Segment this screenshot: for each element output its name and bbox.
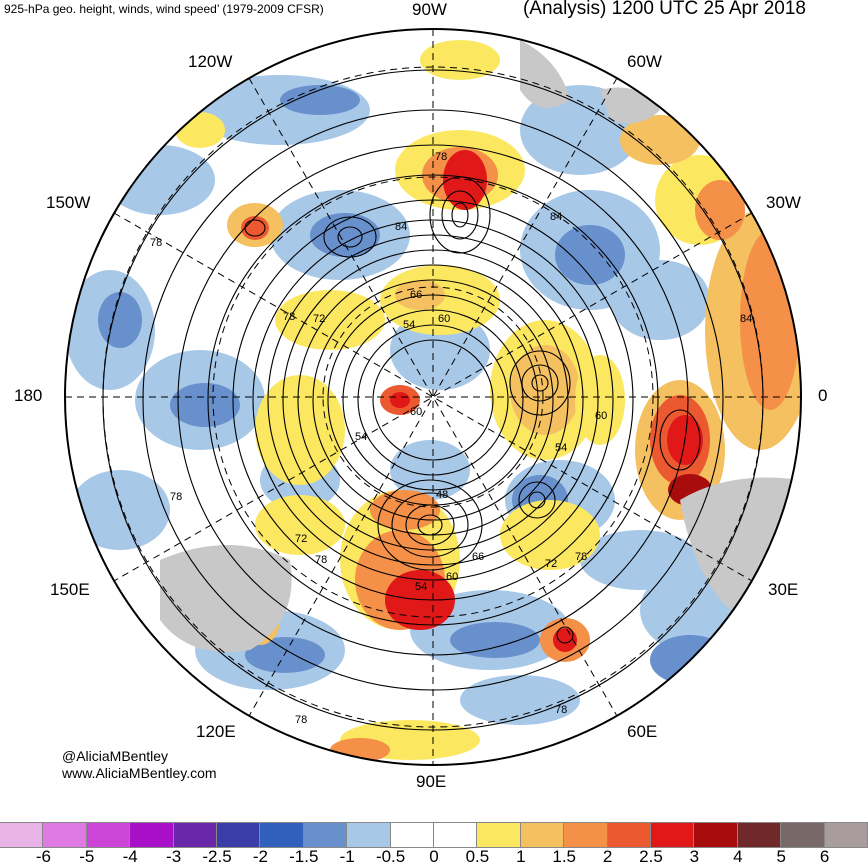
colorbar-tick-label: -1: [339, 847, 355, 866]
colorbar-tick-label: 6: [819, 847, 830, 866]
contour-label: 66: [410, 289, 422, 301]
colorbar-swatch: [824, 823, 868, 847]
colorbar-swatch: [781, 823, 825, 847]
colorbar-swatch: [173, 823, 217, 847]
graticule: [65, 29, 801, 765]
contour-label: 78: [315, 554, 327, 566]
height-contour-labels: 78 84 78 72 66 54 60 60 48 54 60 66 72 7…: [150, 151, 752, 726]
colorbar-tick-label: 0: [429, 847, 439, 866]
colorbar-tick-label: 1.5: [552, 847, 577, 866]
colorbar-swatch: [0, 823, 44, 847]
colorbar-swatch: [347, 823, 391, 847]
contour-label: 60: [595, 410, 607, 422]
contour-label: 48: [436, 489, 448, 501]
colorbar-tick-label: -0.5: [375, 847, 406, 866]
colorbar-swatch: [130, 823, 174, 847]
lon-label-120w: 120W: [188, 52, 233, 71]
colorbar: [0, 822, 868, 848]
lon-label-30e: 30E: [768, 580, 799, 599]
author-handle: @AliciaMBentley: [62, 748, 169, 764]
colorbar-tick-label: -1.5: [289, 847, 319, 866]
colorbar-tick-label: -2: [252, 847, 268, 866]
colorbar-tick-label: 1: [516, 847, 526, 866]
lon-label-120e: 120E: [196, 722, 236, 741]
colorbar-swatch: [607, 823, 651, 847]
author-website: www.AliciaMBentley.com: [62, 765, 217, 781]
lon-label-150w: 150W: [46, 193, 91, 212]
colorbar-tick-label: 5: [776, 847, 786, 866]
contour-label: 60: [410, 406, 422, 418]
map-boundary: [64, 28, 802, 766]
lon-label-90w: 90W: [412, 0, 447, 19]
colorbar-swatch: [390, 823, 434, 847]
lon-label-90e: 90E: [416, 772, 447, 791]
contour-label: 84: [550, 211, 562, 223]
colorbar-tick-label: 0.5: [465, 847, 490, 866]
contour-label: 60: [438, 313, 450, 325]
contour-label: 54: [555, 442, 567, 454]
colorbar-swatch: [477, 823, 521, 847]
colorbar-tick-label: 2.5: [639, 847, 663, 866]
analysis-time-title: (Analysis) 1200 UTC 25 Apr 2018: [522, 0, 806, 19]
contour-label: 72: [545, 558, 557, 570]
colorbar-tick-label: -6: [35, 847, 51, 866]
lon-label-180: 180: [14, 386, 43, 405]
contour-label: 54: [355, 431, 367, 443]
colorbar-swatch: [564, 823, 608, 847]
colorbar-swatch: [303, 823, 348, 847]
colorbar-swatch: [260, 823, 304, 847]
colorbar-tick-label: 2: [602, 847, 613, 866]
positive-anomaly-regions: [175, 40, 801, 762]
lon-label-60e: 60E: [627, 722, 658, 741]
colorbar-tick-label: 4: [733, 847, 743, 866]
colorbar-swatch: [217, 823, 261, 847]
colorbar-tick-label: -4: [122, 847, 138, 866]
colorbar-labels: -6 -5 -4 -3 -2.5 -2 -1.5 -1 -0.5 0 0.5 1 1.5 2 2.5 3 4 5 6: [0, 846, 868, 866]
contour-label: 78: [435, 151, 447, 163]
colorbar-tick-label: 3: [689, 847, 700, 866]
contour-label: 72: [313, 313, 325, 325]
colorbar-swatch: [737, 823, 782, 847]
colorbar-tick-label: -2.5: [202, 847, 232, 866]
colorbar-tick-label: -3: [166, 847, 182, 866]
colorbar-swatch: [520, 823, 565, 847]
colorbar-swatch: [694, 823, 738, 847]
contour-label: 78: [150, 237, 162, 249]
contour-label: 84: [740, 313, 752, 325]
map-title: 925-hPa geo. height, winds, wind speed’ …: [4, 2, 324, 16]
contour-label: 84: [395, 221, 407, 233]
contour-label: 72: [295, 533, 307, 545]
lon-label-150e: 150E: [50, 580, 90, 599]
colorbar-swatch: [86, 823, 131, 847]
lon-label-60w: 60W: [627, 52, 662, 71]
colorbar-tick-label: -5: [79, 847, 95, 866]
lon-label-30w: 30W: [766, 193, 801, 212]
contour-label: 60: [446, 571, 458, 583]
contour-label: 54: [403, 319, 415, 331]
colorbar-swatch: [434, 823, 478, 847]
colorbar-swatch: [651, 823, 695, 847]
contour-label: 78: [170, 491, 182, 503]
polar-map: 78 84 78 72 66 54 60 60 48 54 60 66 72 7…: [64, 28, 802, 766]
contour-label: 66: [472, 551, 484, 563]
lon-label-0: 0: [818, 386, 828, 405]
contour-label: 78: [295, 714, 307, 726]
colorbar-swatch: [43, 823, 87, 847]
contour-label: 78: [555, 704, 567, 716]
contour-label: 78: [575, 551, 587, 563]
contour-label: 54: [415, 581, 427, 593]
contour-label: 78: [283, 311, 295, 323]
